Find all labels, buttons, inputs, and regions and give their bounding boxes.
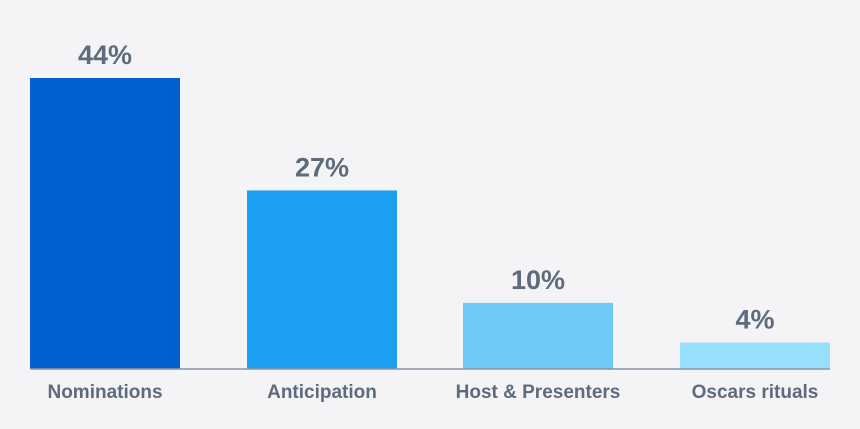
value-label-host-presenters: 10% bbox=[511, 265, 565, 295]
value-label-oscars-rituals: 4% bbox=[735, 305, 774, 335]
category-label-nominations: Nominations bbox=[47, 382, 162, 403]
value-labels-group: 44% 27% 10% 4% bbox=[78, 40, 775, 335]
bar-host-presenters bbox=[463, 302, 613, 369]
bar-anticipation bbox=[247, 190, 397, 369]
value-label-nominations: 44% bbox=[78, 40, 132, 70]
bars-group bbox=[30, 78, 830, 369]
bar-oscars-rituals bbox=[680, 342, 830, 369]
category-label-host-presenters: Host & Presenters bbox=[456, 382, 621, 403]
value-label-anticipation: 27% bbox=[295, 152, 349, 182]
bar-nominations bbox=[30, 78, 180, 369]
category-labels-group: Nominations Anticipation Host & Presenters… bbox=[47, 382, 818, 403]
category-label-oscars-rituals: Oscars rituals bbox=[692, 382, 819, 403]
category-label-anticipation: Anticipation bbox=[267, 382, 377, 403]
